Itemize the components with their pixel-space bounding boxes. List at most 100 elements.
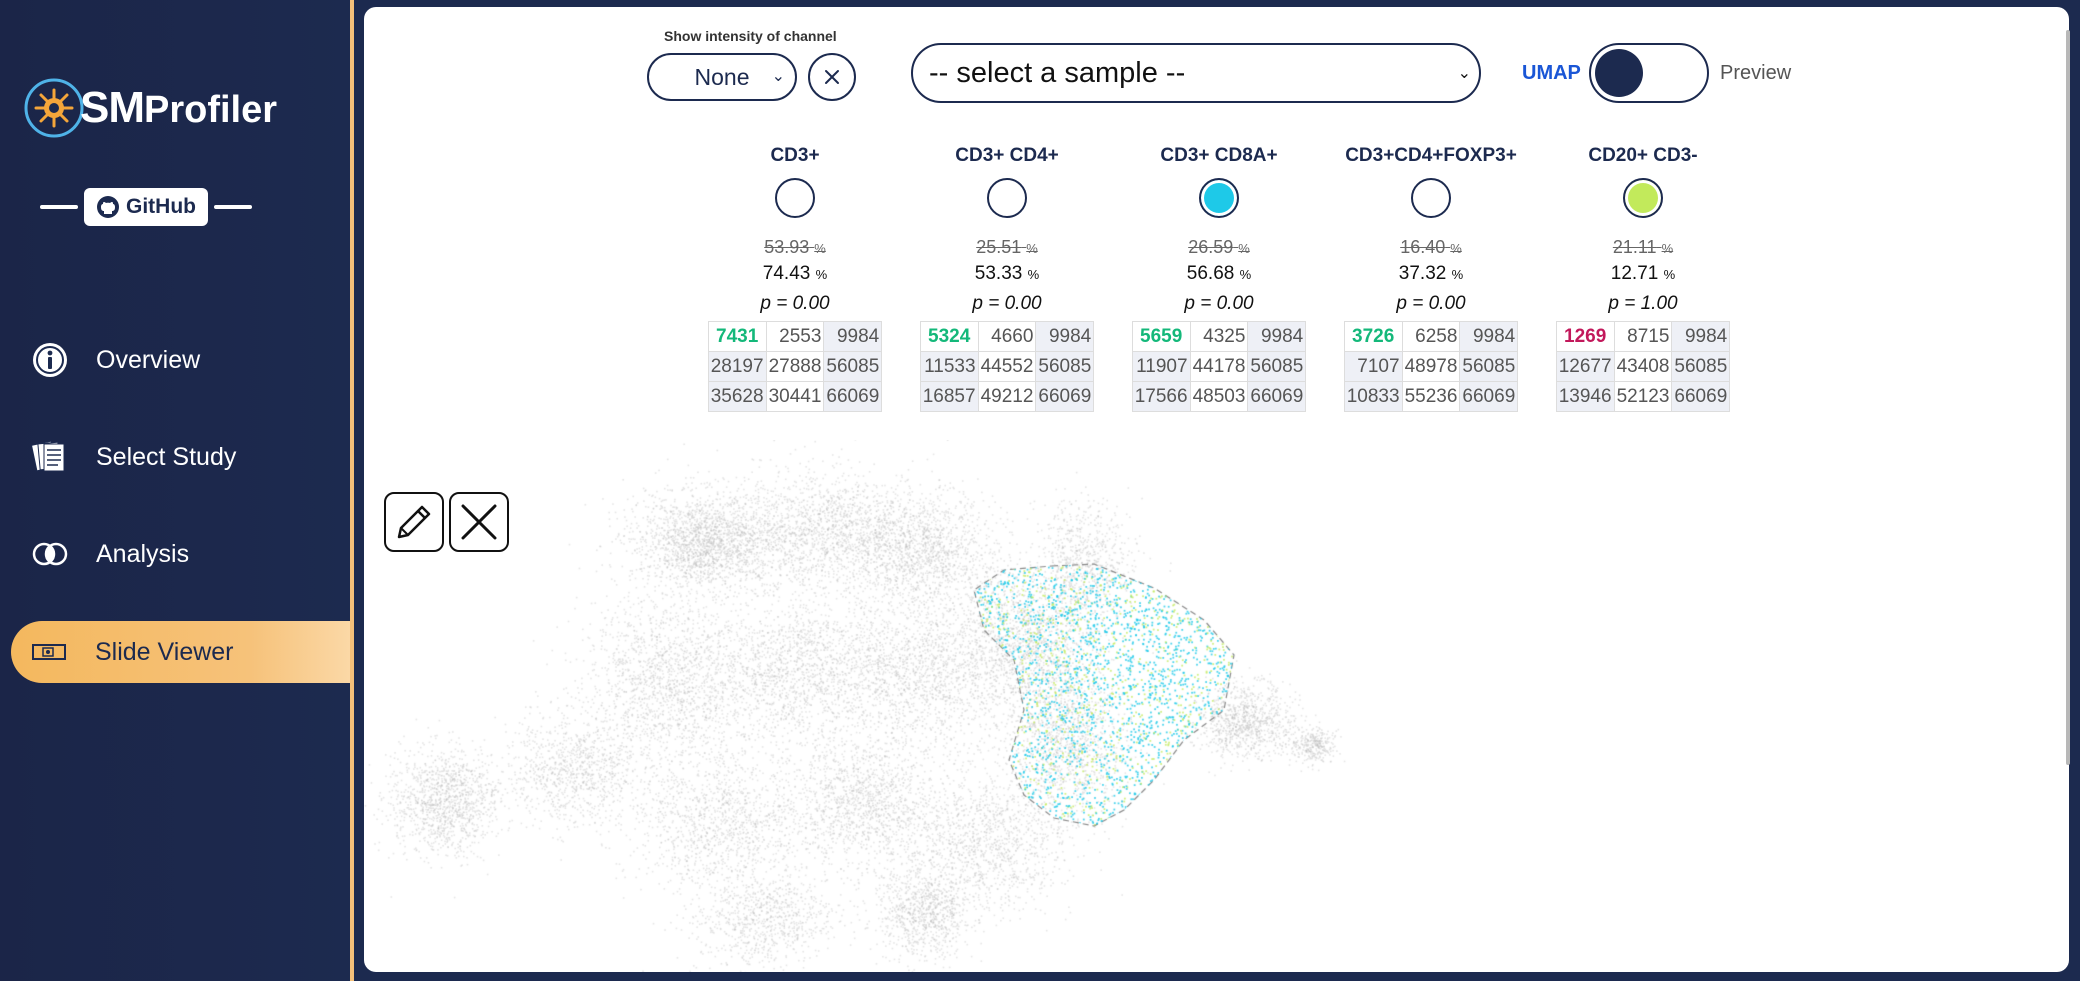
phenotype-toggle[interactable] [987, 178, 1027, 218]
selection-percent: 74.43 % [762, 263, 828, 284]
phenotype-column: CD3+CD4+FOXP3+ 16.40 % 37.32 % p = 0.00 3726… [1341, 144, 1521, 412]
selection-percent: 56.68 % [1186, 263, 1252, 284]
table-cell: 52123 [1613, 381, 1673, 412]
table-row: 16857 49212 66069 [919, 381, 1095, 412]
phenotype-toggle[interactable] [1411, 178, 1451, 218]
table-cell: 56085 [1459, 351, 1519, 382]
table-cell: 7431 [707, 321, 767, 352]
nav-overview-label: Overview [96, 345, 201, 374]
nav-analysis-label: Analysis [96, 539, 190, 568]
table-row: 3726 6258 9984 [1343, 321, 1519, 352]
table-cell: 66069 [1459, 381, 1519, 412]
table-cell: 44552 [977, 351, 1037, 382]
logo-text: SM Profiler [80, 83, 277, 133]
phenotype-toggle[interactable] [1199, 178, 1239, 218]
phenotype-column: CD3+ CD4+ 25.51 % 53.33 % p = 0.00 5324 4660 9… [917, 144, 1097, 412]
table-cell: 6258 [1401, 321, 1461, 352]
intensity-select[interactable]: None ⌄ [647, 53, 797, 101]
phenotype-column: CD3+ CD8A+ 26.59 % 56.68 % p = 0.00 5659 4325… [1129, 144, 1309, 412]
table-cell: 30441 [765, 381, 825, 412]
umap-preview-toggle[interactable] [1589, 43, 1709, 103]
table-cell: 1269 [1555, 321, 1615, 352]
count-table: 3726 6258 9984 7107 48978 56085 10833 55236 6606… [1343, 321, 1519, 412]
phenotype-name: CD20+ CD3- [1588, 145, 1698, 166]
nav-slide-viewer[interactable]: Slide Viewer [11, 621, 354, 683]
selection-percent: 12.71 % [1610, 263, 1676, 284]
clear-intensity-button[interactable] [808, 53, 856, 101]
table-cell: 44178 [1189, 351, 1249, 382]
table-cell: 2553 [765, 321, 825, 352]
table-row: 5659 4325 9984 [1131, 321, 1307, 352]
selection-percent: 37.32 % [1398, 263, 1464, 284]
table-row: 5324 4660 9984 [919, 321, 1095, 352]
baseline-percent: 25.51 % [976, 237, 1038, 257]
chevron-down-icon: ⌄ [771, 68, 785, 85]
table-cell: 43408 [1613, 351, 1673, 382]
github-icon [97, 196, 119, 218]
github-button[interactable]: GitHub [84, 188, 208, 226]
table-cell: 5659 [1131, 321, 1191, 352]
chevron-down-icon: ⌄ [1457, 65, 1471, 82]
count-table: 7431 2553 9984 28197 27888 56085 35628 30441 660… [707, 321, 883, 412]
sample-select[interactable]: -- select a sample -- ⌄ [911, 43, 1481, 103]
p-value: p = 1.00 [1608, 293, 1678, 314]
table-row: 7107 48978 56085 [1343, 351, 1519, 382]
nav-select-study[interactable]: Select Study [12, 426, 350, 488]
p-value: p = 0.00 [972, 293, 1042, 314]
sidebar-edge [350, 0, 354, 981]
smprofiler-logo[interactable]: SM Profiler [22, 76, 277, 140]
logo-icon [24, 78, 84, 138]
baseline-percent: 16.40 % [1400, 237, 1462, 257]
table-cell: 10833 [1343, 381, 1403, 412]
nav-slide-viewer-label: Slide Viewer [95, 637, 234, 666]
phenotype-toggle[interactable] [1623, 178, 1663, 218]
phenotype-name: CD3+ CD8A+ [1160, 145, 1278, 166]
count-table: 5659 4325 9984 11907 44178 56085 17566 48503 660… [1131, 321, 1307, 412]
table-row: 28197 27888 56085 [707, 351, 883, 382]
table-cell: 17566 [1131, 381, 1191, 412]
table-row: 1269 8715 9984 [1555, 321, 1731, 352]
table-cell: 8715 [1613, 321, 1673, 352]
sample-select-value: -- select a sample -- [929, 56, 1186, 89]
table-cell: 28197 [707, 351, 767, 382]
divider [40, 205, 78, 209]
table-cell: 48978 [1401, 351, 1461, 382]
table-cell: 11533 [919, 351, 979, 382]
table-cell: 9984 [1459, 321, 1519, 352]
table-cell: 3726 [1343, 321, 1403, 352]
table-cell: 12677 [1555, 351, 1615, 382]
slide-icon [29, 632, 69, 672]
baseline-percent: 26.59 % [1188, 237, 1250, 257]
scrollbar[interactable] [2066, 30, 2070, 765]
p-value: p = 0.00 [1184, 293, 1254, 314]
table-cell: 66069 [1035, 381, 1095, 412]
table-row: 7431 2553 9984 [707, 321, 883, 352]
info-icon [30, 340, 70, 380]
nav-select-study-label: Select Study [96, 442, 237, 471]
table-cell: 66069 [1671, 381, 1731, 412]
github-row: GitHub [40, 188, 252, 226]
table-cell: 56085 [1671, 351, 1731, 382]
umap-scatter-plot[interactable] [364, 440, 1464, 972]
table-cell: 66069 [823, 381, 883, 412]
phenotype-name: CD3+CD4+FOXP3+ [1345, 145, 1517, 166]
table-cell: 4660 [977, 321, 1037, 352]
logo-profiler: Profiler [144, 89, 278, 131]
p-value: p = 0.00 [760, 293, 830, 314]
phenotype-toggle[interactable] [775, 178, 815, 218]
table-cell: 9984 [1247, 321, 1307, 352]
venn-icon [30, 534, 70, 574]
table-cell: 9984 [823, 321, 883, 352]
count-table: 5324 4660 9984 11533 44552 56085 16857 49212 660… [919, 321, 1095, 412]
nav-overview[interactable]: Overview [12, 329, 350, 391]
table-cell: 27888 [765, 351, 825, 382]
table-cell: 9984 [1035, 321, 1095, 352]
table-row: 35628 30441 66069 [707, 381, 883, 412]
table-row: 13946 52123 66069 [1555, 381, 1731, 412]
table-row: 10833 55236 66069 [1343, 381, 1519, 412]
p-value: p = 0.00 [1396, 293, 1466, 314]
nav-analysis[interactable]: Analysis [12, 523, 350, 585]
divider [213, 205, 252, 209]
table-cell: 56085 [1035, 351, 1095, 382]
phenotype-column: CD20+ CD3- 21.11 % 12.71 % p = 1.00 1269 8715… [1553, 144, 1733, 412]
